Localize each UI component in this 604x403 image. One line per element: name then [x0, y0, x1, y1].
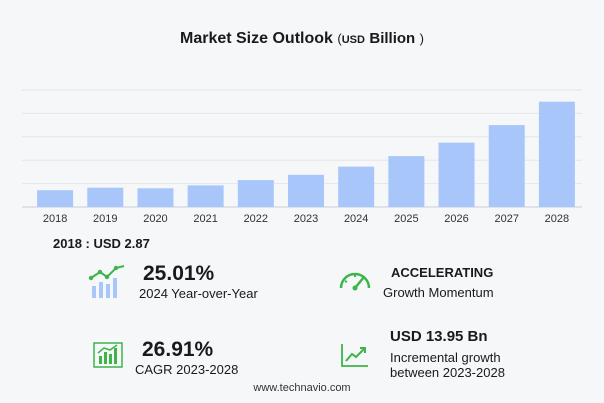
title-unit-currency: USD [341, 34, 365, 46]
x-tick-label: 2023 [294, 213, 318, 225]
x-tick-label: 2027 [494, 213, 518, 225]
incremental-stat: USD 13.95 Bn Incremental growth between … [390, 328, 505, 380]
bar-2024 [338, 166, 375, 207]
title-text: Market Size Outlook [179, 30, 333, 47]
bar-growth-icon [93, 342, 123, 368]
bar-2019 [87, 187, 124, 207]
yoy-stat: 25.01% 2024 Year-over-Year [139, 262, 258, 301]
source-footer: www.technavio.com [253, 382, 351, 394]
x-tick-label: 2018 [43, 213, 67, 225]
bar-2026 [438, 142, 475, 207]
x-tick-label: 2021 [193, 213, 217, 225]
incremental-label-line1: Incremental growth [390, 350, 501, 365]
cagr-value: 26.91% [142, 338, 214, 361]
bar-2021 [187, 185, 224, 207]
x-tick-label: 2020 [143, 213, 167, 225]
momentum-stat: ACCELERATING Growth Momentum [383, 265, 494, 300]
bar-2020 [137, 188, 174, 207]
growth-chart-icon [88, 265, 125, 298]
baseline-value-label: 2018 : USD 2.87 [53, 236, 150, 251]
title-unit-open: ( [337, 31, 342, 46]
momentum-label: Growth Momentum [383, 285, 494, 300]
x-tick-label: 2019 [93, 213, 117, 225]
bar-chart: 2018 2019 2020 2021 2022 2023 2024 2025 2026 2027… [22, 89, 582, 225]
chart-title: Market Size Outlook (USD Billion ) [0, 30, 604, 48]
x-tick-label: 2028 [545, 213, 569, 225]
speedometer-icon [339, 272, 371, 291]
bar-2025 [388, 156, 425, 207]
cagr-label: CAGR 2023-2028 [135, 362, 239, 377]
yoy-label: 2024 Year-over-Year [139, 286, 258, 301]
trend-up-icon [341, 344, 368, 367]
incremental-value: USD 13.95 Bn [390, 328, 488, 345]
x-tick-label: 2025 [394, 213, 418, 225]
bar-2028 [538, 101, 575, 207]
bar-2022 [237, 180, 274, 207]
bar-2027 [488, 125, 525, 207]
bar-2018 [37, 190, 74, 207]
bar-2023 [288, 174, 324, 207]
incremental-label-line2: between 2023-2028 [390, 365, 505, 380]
x-tick-label: 2026 [444, 213, 468, 225]
yoy-value: 25.01% [143, 262, 215, 285]
title-unit-close: ) [419, 31, 425, 46]
momentum-value: ACCELERATING [391, 265, 494, 280]
x-tick-label: 2022 [244, 213, 268, 225]
x-tick-label: 2024 [344, 213, 368, 225]
cagr-stat: 26.91% CAGR 2023-2028 [135, 338, 238, 377]
title-unit-word: Billion [369, 30, 416, 47]
